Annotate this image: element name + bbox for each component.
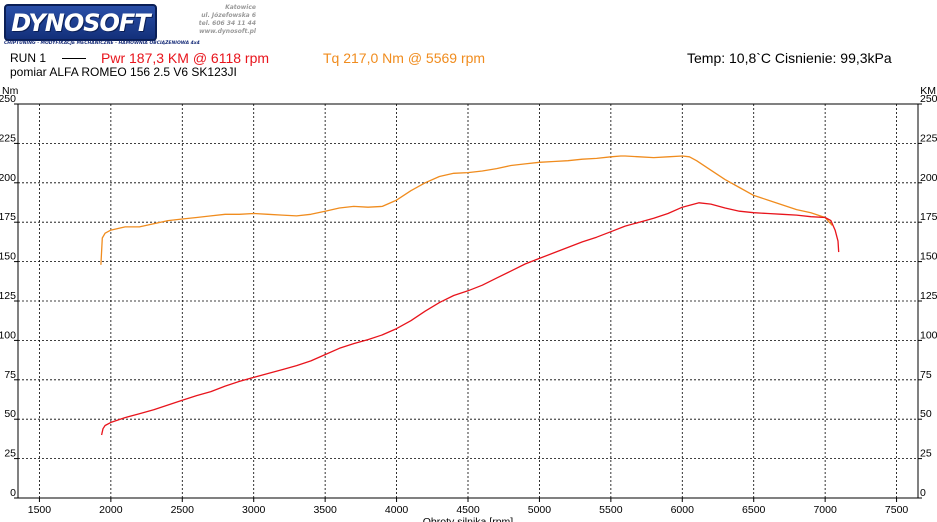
series-line-pwr [100, 202, 840, 436]
x-tick-label: 6500 [742, 504, 766, 516]
y-tick-label-left: 225 [0, 132, 16, 144]
y-tick-label-right: 125 [920, 290, 937, 302]
logo-tagline: CHIPTUNING · MODYFIKACJE MECHANICZNE · H… [4, 41, 200, 46]
y-tick-label-left: 50 [4, 408, 16, 420]
x-tick-label: 4500 [456, 504, 480, 516]
y-tick-label-left: 150 [0, 251, 16, 263]
series-line-tq [100, 155, 833, 265]
x-tick-label: 3000 [242, 504, 266, 516]
y-tick-label-right: 50 [920, 408, 932, 420]
y-tick-label-right: 75 [920, 369, 932, 381]
conditions-label: Temp: 10,8`C Cisnienie: 99,3kPa [687, 50, 892, 66]
y-tick-label-left: 250 [0, 93, 16, 105]
y-tick-label-left: 100 [0, 329, 16, 341]
y-tick-label-right: 150 [920, 251, 937, 263]
run-legend-line [62, 58, 86, 59]
y-tick-label-right: 25 [920, 448, 932, 460]
x-axis-label: Obroty silnika [rpm] [423, 516, 514, 522]
x-tick-label: 3500 [313, 504, 337, 516]
y-tick-label-left: 0 [10, 487, 16, 499]
x-tick-label: 7000 [813, 504, 837, 516]
x-tick-label: 5000 [528, 504, 552, 516]
address-city: Katowice [225, 4, 256, 11]
y-tick-label-left: 200 [0, 172, 16, 184]
x-tick-label: 5500 [599, 504, 623, 516]
x-tick-label: 2000 [99, 504, 123, 516]
y-tick-label-right: 100 [920, 329, 937, 341]
y-tick-label-right: 175 [920, 211, 937, 223]
y-axis-label-right: KM [920, 85, 936, 97]
x-tick-label: 1500 [28, 504, 52, 516]
y-tick-label-right: 225 [920, 132, 937, 144]
x-tick-label: 4000 [385, 504, 409, 516]
y-tick-label-left: 175 [0, 211, 16, 223]
y-axis-label-left: Nm [2, 85, 19, 97]
power-peak-label: Pwr 187,3 KM @ 6118 rpm [101, 50, 270, 66]
dynosoft-logo: DYNOSOFT [4, 4, 157, 41]
y-tick-label-right: 200 [920, 172, 937, 184]
address-website: www.dynosoft.pl [199, 28, 256, 35]
x-tick-label: 2500 [171, 504, 195, 516]
x-tick-label: 6000 [671, 504, 695, 516]
address-street: ul. Józefowska 6 [201, 12, 256, 19]
company-address: Katowice ul. Józefowska 6 tel. 606 34 11… [160, 4, 256, 36]
y-tick-label-left: 125 [0, 290, 16, 302]
address-phone: tel. 606 34 11 44 [198, 20, 256, 27]
y-tick-label-left: 75 [4, 369, 16, 381]
run-label: RUN 1 [10, 51, 47, 65]
measurement-subtitle: pomiar ALFA ROMEO 156 2.5 V6 SK123JI [10, 65, 237, 79]
y-tick-label-right: 250 [920, 93, 937, 105]
y-tick-label-right: 0 [920, 487, 926, 499]
torque-peak-label: Tq 217,0 Nm @ 5569 rpm [323, 50, 486, 66]
x-tick-label: 7500 [885, 504, 909, 516]
logo-text: DYNOSOFT [11, 8, 150, 37]
y-tick-label-left: 25 [4, 448, 16, 460]
